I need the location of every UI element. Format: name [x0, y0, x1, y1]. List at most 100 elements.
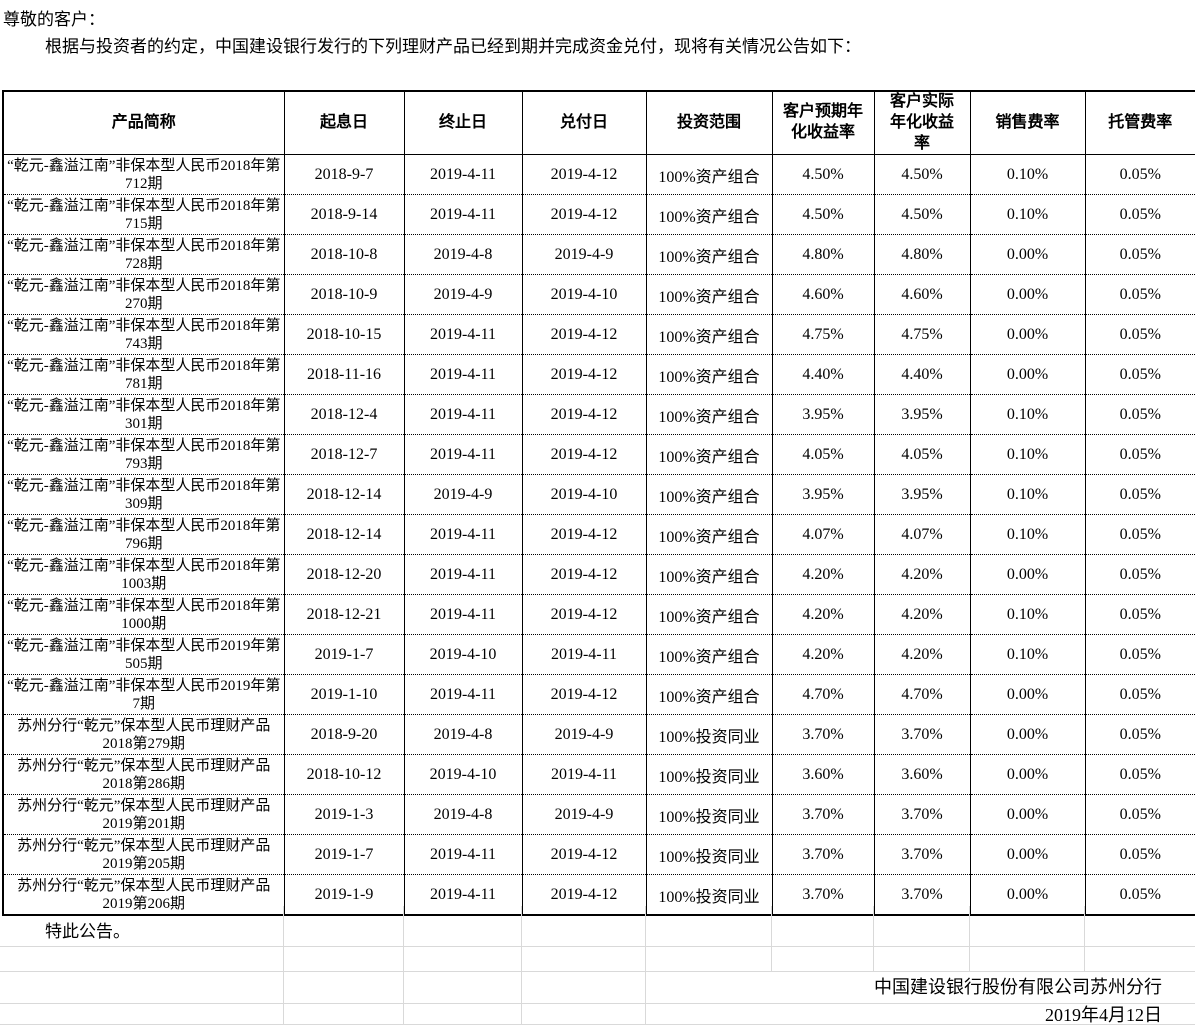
- table-row: “乾元-鑫溢江南”非保本型人民币2018年第309期 2018-12-14 2019…: [2, 474, 1195, 515]
- table-cell: 3.70%: [771, 874, 875, 915]
- table-cell: 2019-4-12: [521, 554, 647, 595]
- table-cell: 0.05%: [1084, 394, 1195, 435]
- table-cell: 2019-4-9: [521, 794, 647, 835]
- table-row: “乾元-鑫溢江南”非保本型人民币2018年第793期 2018-12-7 2019-…: [2, 434, 1195, 475]
- column-header-sales-fee: 销售费率: [969, 91, 1086, 156]
- table-cell: 2019-4-11: [403, 314, 523, 355]
- grid-line: [403, 906, 404, 1024]
- table-cell: 3.95%: [873, 394, 971, 435]
- table-cell: 100%资产组合: [645, 394, 773, 435]
- grid-line: [521, 906, 522, 1024]
- table-cell: 4.20%: [771, 554, 875, 595]
- table-cell: 4.20%: [873, 634, 971, 675]
- table-cell: 0.10%: [969, 634, 1086, 675]
- grid-line: [1084, 906, 1085, 971]
- closing-statement: 特此公告。: [45, 922, 130, 941]
- table-cell: 3.95%: [873, 474, 971, 515]
- table-row: “乾元-鑫溢江南”非保本型人民币2019年第7期 2019-1-10 2019-4-…: [2, 674, 1195, 715]
- table-cell: 2019-1-7: [283, 834, 405, 875]
- table-cell: 2019-4-9: [521, 714, 647, 755]
- column-header-payment-date: 兑付日: [521, 91, 647, 156]
- product-name-cell: “乾元-鑫溢江南”非保本型人民币2018年第1000期: [2, 594, 285, 635]
- table-cell: 0.00%: [969, 754, 1086, 795]
- table-cell: 4.20%: [771, 594, 875, 635]
- table-cell: 4.70%: [873, 674, 971, 715]
- table-cell: 100%资产组合: [645, 514, 773, 555]
- table-cell: 0.10%: [969, 194, 1086, 235]
- table-cell: 100%资产组合: [645, 554, 773, 595]
- table-cell: 0.00%: [969, 234, 1086, 275]
- table-cell: 0.05%: [1084, 754, 1195, 795]
- table-cell: 2019-4-10: [521, 474, 647, 515]
- table-cell: 0.05%: [1084, 594, 1195, 635]
- grid-line: [0, 1024, 1195, 1025]
- table-cell: 4.07%: [771, 514, 875, 555]
- product-name-cell: 苏州分行“乾元”保本型人民币理财产品2019第206期: [2, 874, 285, 915]
- table-cell: 2019-4-12: [521, 594, 647, 635]
- table-cell: 0.00%: [969, 874, 1086, 915]
- table-cell: 4.50%: [771, 154, 875, 195]
- product-name-cell: 苏州分行“乾元”保本型人民币理财产品2018第286期: [2, 754, 285, 795]
- product-name-cell: “乾元-鑫溢江南”非保本型人民币2018年第309期: [2, 474, 285, 515]
- table-cell: 2019-4-9: [403, 474, 523, 515]
- header-row: 产品简称 起息日 终止日 兑付日 投资范围 客户预期年化收益率 客户实际年化收益…: [2, 91, 1195, 156]
- table-cell: 100%资产组合: [645, 634, 773, 675]
- product-name-cell: “乾元-鑫溢江南”非保本型人民币2018年第712期: [2, 154, 285, 195]
- table-cell: 100%投资同业: [645, 714, 773, 755]
- table-cell: 4.05%: [771, 434, 875, 475]
- table-cell: 2019-4-11: [403, 194, 523, 235]
- product-name-cell: 苏州分行“乾元”保本型人民币理财产品2019第201期: [2, 794, 285, 835]
- table-row: “乾元-鑫溢江南”非保本型人民币2018年第1000期 2018-12-21 201…: [2, 594, 1195, 635]
- column-header-end-date: 终止日: [403, 91, 523, 156]
- table-cell: 4.60%: [873, 274, 971, 315]
- table-cell: 0.10%: [969, 514, 1086, 555]
- table-cell: 4.05%: [873, 434, 971, 475]
- table-cell: 3.70%: [873, 714, 971, 755]
- table-cell: 2019-4-12: [521, 154, 647, 195]
- table-cell: 4.40%: [771, 354, 875, 395]
- table-cell: 100%资产组合: [645, 474, 773, 515]
- table-cell: 100%投资同业: [645, 834, 773, 875]
- table-cell: 3.70%: [873, 794, 971, 835]
- table-cell: 0.05%: [1084, 514, 1195, 555]
- table-cell: 2019-4-12: [521, 314, 647, 355]
- table-cell: 2019-4-11: [521, 754, 647, 795]
- table-row: “乾元-鑫溢江南”非保本型人民币2018年第712期 2018-9-7 2019-4…: [2, 154, 1195, 195]
- table-cell: 0.05%: [1084, 634, 1195, 675]
- table-cell: 2018-10-9: [283, 274, 405, 315]
- table-cell: 100%投资同业: [645, 874, 773, 915]
- product-name-cell: “乾元-鑫溢江南”非保本型人民币2018年第715期: [2, 194, 285, 235]
- table-cell: 0.00%: [969, 834, 1086, 875]
- table-cell: 2018-12-14: [283, 474, 405, 515]
- table-cell: 4.50%: [873, 194, 971, 235]
- table-cell: 3.95%: [771, 394, 875, 435]
- table-cell: 2019-4-12: [521, 514, 647, 555]
- table-cell: 2018-9-14: [283, 194, 405, 235]
- table-cell: 4.80%: [771, 234, 875, 275]
- table-cell: 2018-9-7: [283, 154, 405, 195]
- table-cell: 0.05%: [1084, 474, 1195, 515]
- product-name-cell: “乾元-鑫溢江南”非保本型人民币2019年第505期: [2, 634, 285, 675]
- table-cell: 4.50%: [771, 194, 875, 235]
- table-cell: 2019-4-9: [521, 234, 647, 275]
- grid-line: [645, 906, 646, 1024]
- table-cell: 2019-4-11: [403, 594, 523, 635]
- product-name-cell: “乾元-鑫溢江南”非保本型人民币2018年第1003期: [2, 554, 285, 595]
- table-cell: 4.75%: [873, 314, 971, 355]
- table-row: 苏州分行“乾元”保本型人民币理财产品2019第201期 2019-1-3 2019-…: [2, 794, 1195, 835]
- table-cell: 2019-1-9: [283, 874, 405, 915]
- table-cell: 100%投资同业: [645, 794, 773, 835]
- table-cell: 2019-4-12: [521, 874, 647, 915]
- table-cell: 2019-4-12: [521, 354, 647, 395]
- table-cell: 2019-4-11: [403, 834, 523, 875]
- grid-line: [283, 906, 284, 1024]
- grid-line: [0, 946, 1195, 947]
- table-cell: 2019-1-3: [283, 794, 405, 835]
- table-cell: 0.05%: [1084, 434, 1195, 475]
- table-cell: 100%资产组合: [645, 194, 773, 235]
- table-cell: 2019-4-12: [521, 674, 647, 715]
- table-cell: 100%资产组合: [645, 354, 773, 395]
- table-cell: 2019-4-11: [403, 434, 523, 475]
- intro-text: 根据与投资者的约定，中国建设银行发行的下列理财产品已经到期并完成资金兑付，现将有…: [45, 37, 861, 56]
- table-cell: 100%资产组合: [645, 234, 773, 275]
